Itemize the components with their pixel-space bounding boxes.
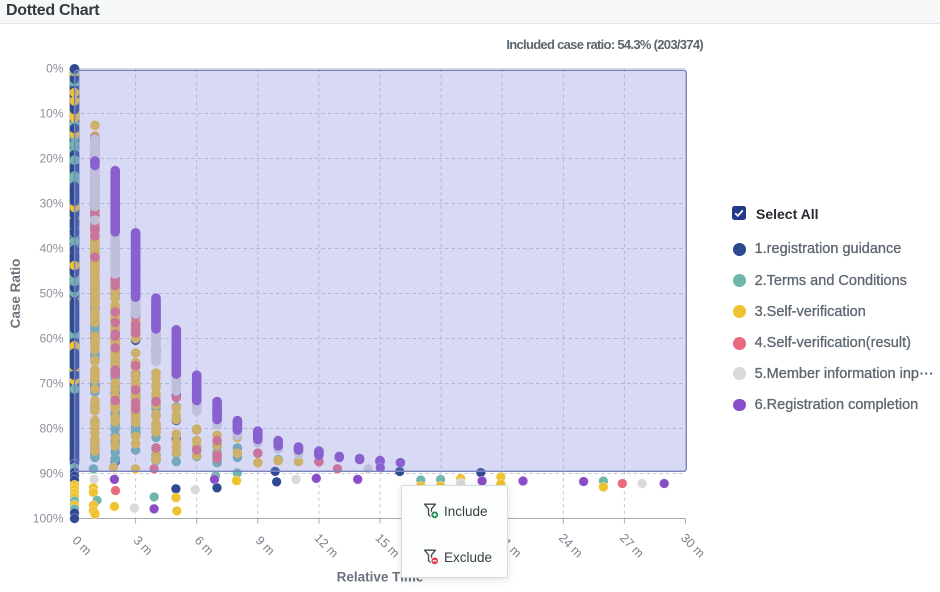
svg-text:60%: 60% [39,332,63,346]
svg-text:50%: 50% [39,287,63,301]
svg-text:0 m: 0 m [70,533,95,558]
svg-text:Case Ratio: Case Ratio [8,259,23,329]
svg-text:30%: 30% [39,197,63,211]
svg-text:80%: 80% [39,422,63,436]
svg-text:10%: 10% [39,107,63,121]
svg-text:3 m: 3 m [131,533,156,558]
svg-text:0%: 0% [46,62,64,76]
svg-text:40%: 40% [39,242,63,256]
svg-text:15 m: 15 m [373,531,403,561]
svg-text:100%: 100% [33,512,64,526]
svg-text:12 m: 12 m [311,531,341,561]
svg-text:90%: 90% [39,467,63,481]
svg-text:27 m: 27 m [617,531,647,561]
svg-text:20%: 20% [39,152,63,166]
svg-text:30 m: 30 m [678,531,708,561]
svg-text:70%: 70% [39,377,63,391]
svg-text:6 m: 6 m [192,533,217,558]
svg-text:9 m: 9 m [253,533,278,558]
svg-text:24 m: 24 m [556,531,586,561]
